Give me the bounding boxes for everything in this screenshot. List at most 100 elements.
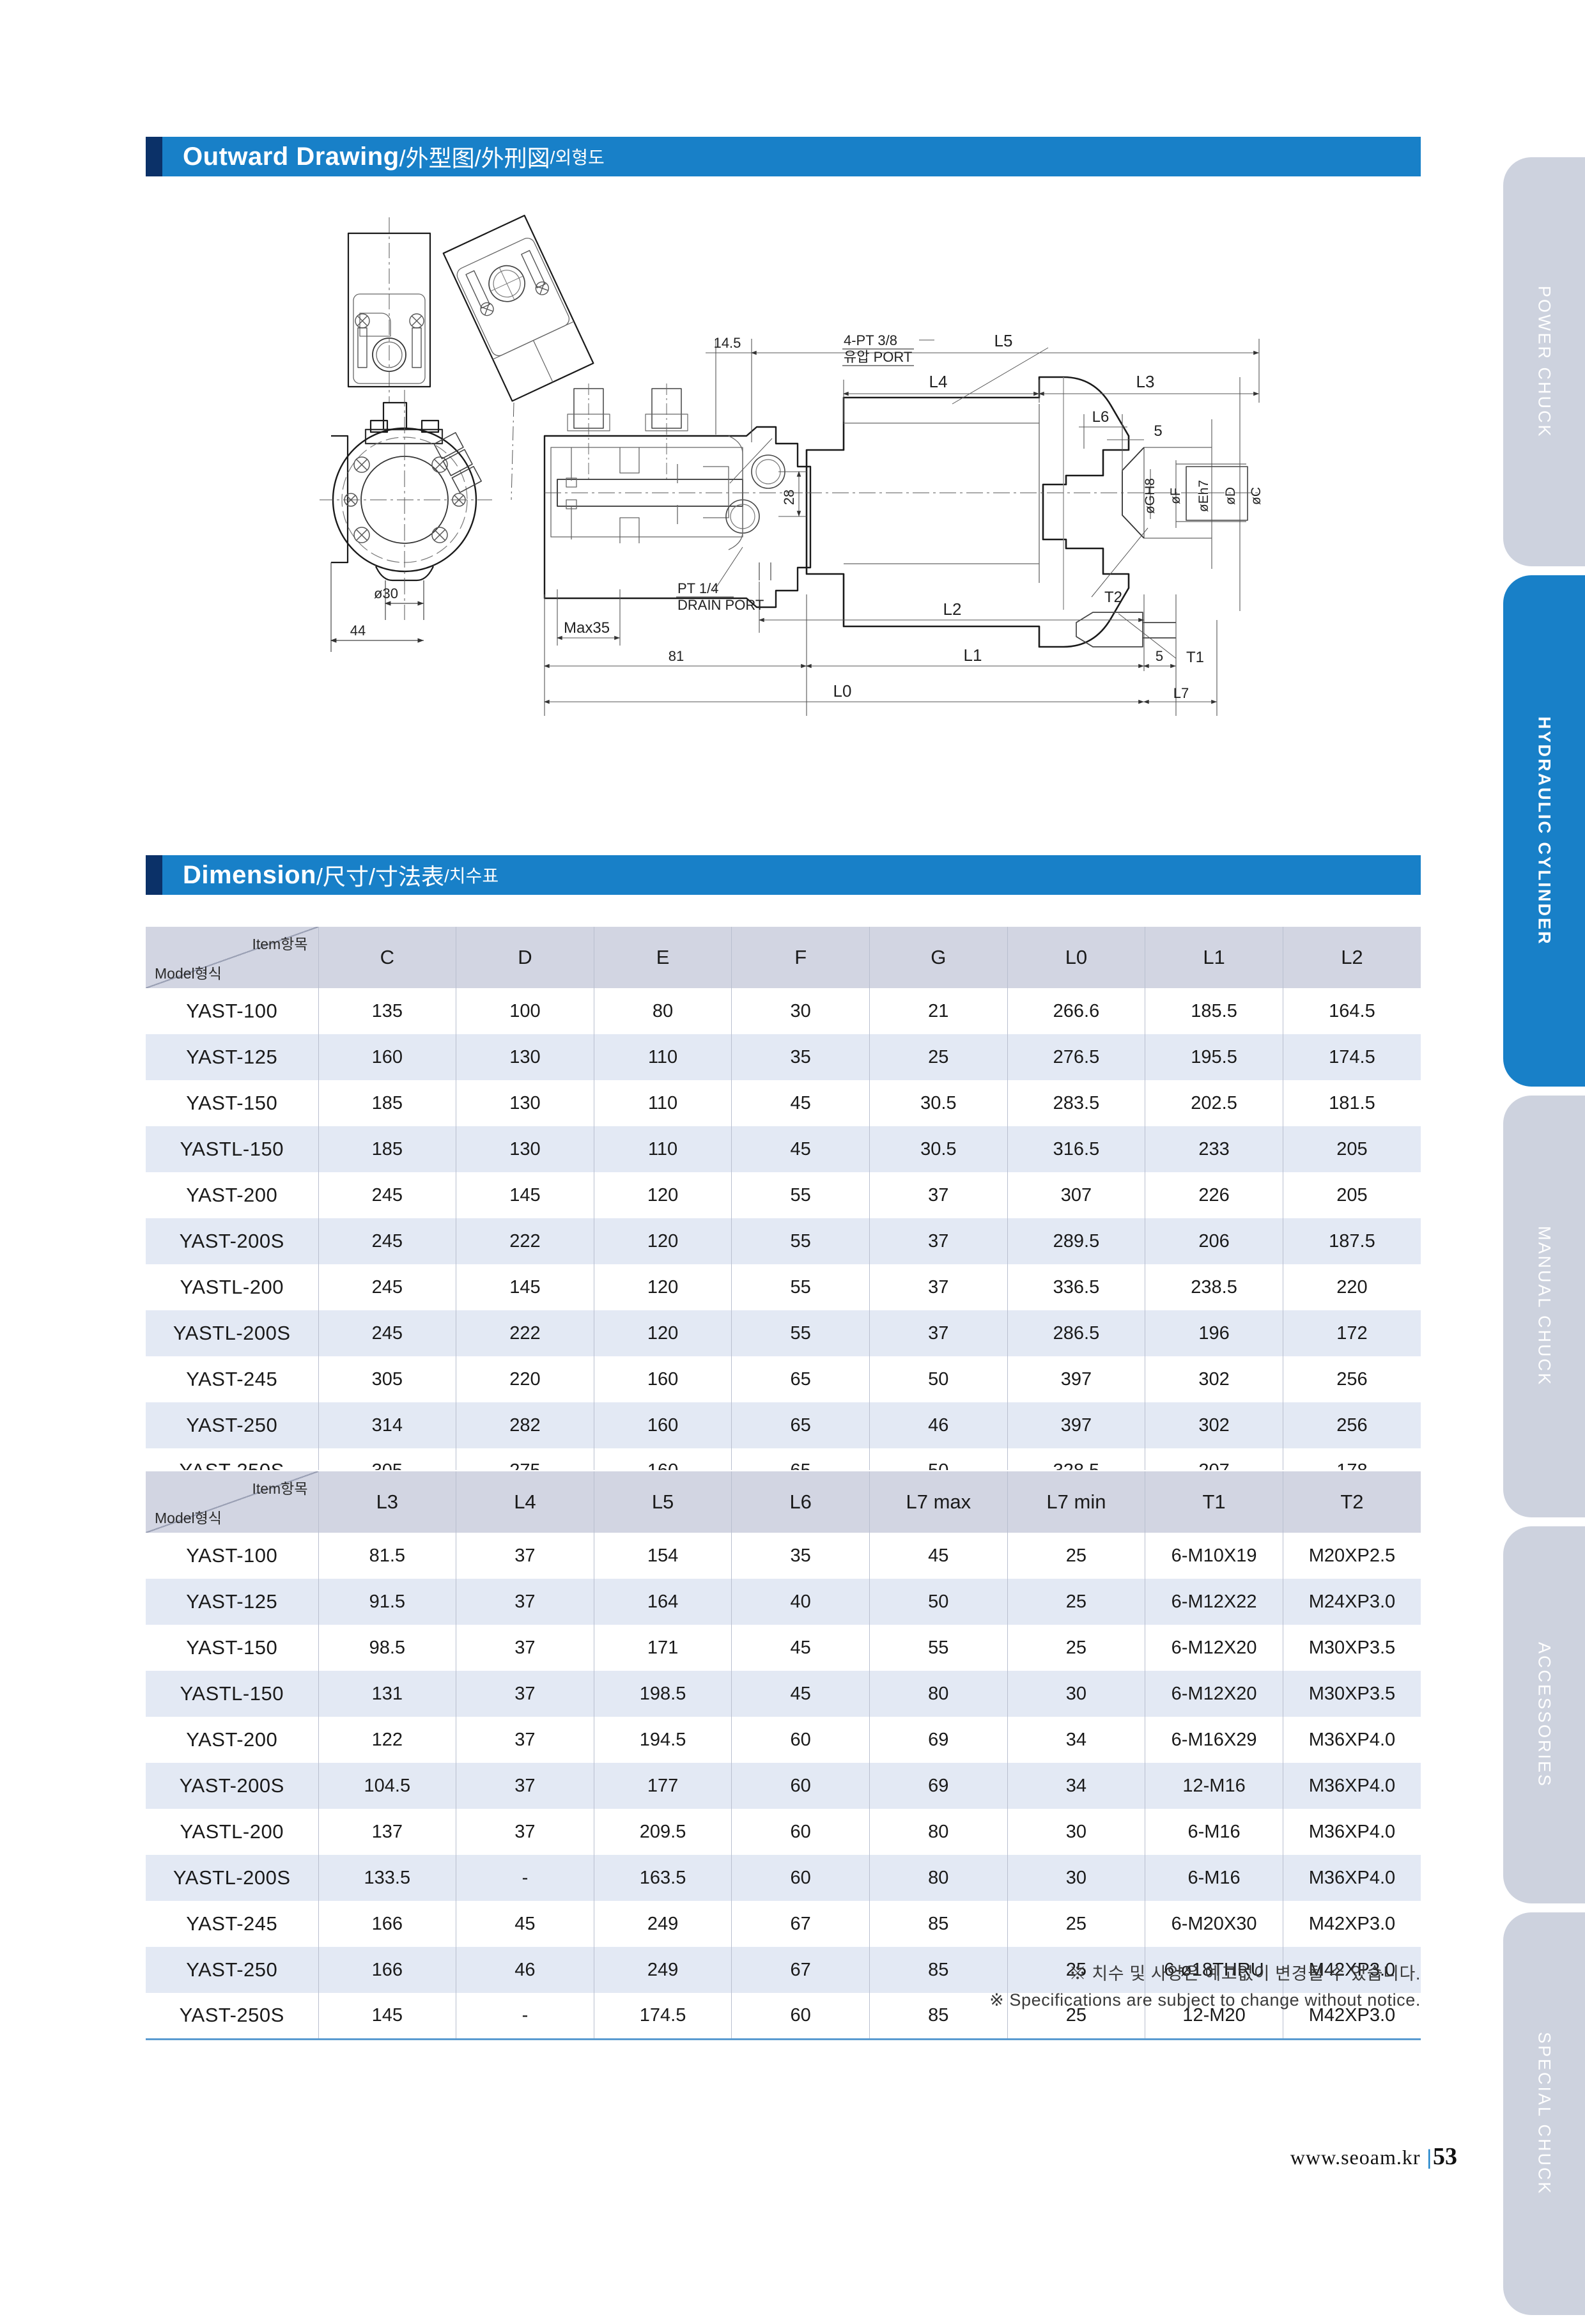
table-row: YAST-250S 145-174.5 60 85 25 12-M20 M42XP3.0 — [146, 1993, 1421, 2040]
cell-l5: 177 — [593, 1763, 732, 1809]
cell-t2: M42XP3.0 — [1282, 1993, 1421, 2040]
table-corner-cell: Item항목 Model형식 — [146, 1470, 319, 1533]
table-row: YAST-125 91.5 37 164 40 50 25 6-M12X22 M24XP3.0 — [146, 1579, 1421, 1625]
table-row: YAST-200S 104.5 37 177 60 69 34 12-M16 M36XP4.0 — [146, 1763, 1421, 1809]
cell-l6: 60 — [731, 1809, 870, 1855]
cell-t2: M42XP3.0 — [1282, 1947, 1421, 1993]
section-bar-body: Dimension /尺寸 /寸法表 /치수표 — [162, 855, 1421, 895]
cell-g: 37 — [869, 1310, 1008, 1356]
drawing-label-drain-port-top: PT 1/4 — [677, 580, 718, 596]
cell-model: YASTL-150 — [146, 1671, 319, 1717]
cell-c: 305 — [318, 1356, 457, 1402]
cell-g: 37 — [869, 1264, 1008, 1310]
corner-label-item: Item항목 — [252, 1480, 308, 1497]
cell-l2: 174.5 — [1282, 1034, 1421, 1080]
cell-model: YAST-245 — [146, 1356, 319, 1402]
cell-d: 130 — [456, 1126, 594, 1172]
section-bar-body: Outward Drawing /外型图 /外刑図 /외형도 — [162, 137, 1421, 176]
cell-l7-min: 34 — [1007, 1717, 1146, 1763]
cell-l0: 266.6 — [1007, 988, 1146, 1034]
cell-l5: 163.5 — [593, 1855, 732, 1901]
cell-l7-max: 69 — [869, 1717, 1008, 1763]
category-tab-rail: POWER CHUCK HYDRAULIC CYLINDER MANUAL CHUC… — [1503, 157, 1585, 2324]
cell-l2: 205 — [1282, 1126, 1421, 1172]
cell-model: YAST-100 — [146, 988, 319, 1034]
cell-l0: 276.5 — [1007, 1034, 1146, 1080]
cell-l5: 198.5 — [593, 1671, 732, 1717]
cell-model: YAST-125 — [146, 1034, 319, 1080]
side-tab-hydraulic-cylinder[interactable]: HYDRAULIC CYLINDER — [1503, 575, 1585, 1087]
drawing-label-5-lower: 5 — [1156, 648, 1163, 664]
cell-f: 55 — [731, 1264, 870, 1310]
table-row: YAST-100 81.5 37 154 35 45 25 6-M10X19 M20XP2.5 — [146, 1533, 1421, 1579]
cell-l7-min: 30 — [1007, 1809, 1146, 1855]
cell-l3: 166 — [318, 1947, 457, 1993]
cell-l3: 98.5 — [318, 1625, 457, 1671]
cell-f: 65 — [731, 1356, 870, 1402]
table-row: YAST-250 166 46 249 67 85 25 6-ø18THRU M42XP3.0 — [146, 1947, 1421, 1993]
cell-model: YAST-150 — [146, 1625, 319, 1671]
table-row: YAST-150 185 130 110 45 30.5 283.5 202.5 181.5 — [146, 1080, 1421, 1126]
cell-l0: 283.5 — [1007, 1080, 1146, 1126]
cell-t2: M30XP3.5 — [1282, 1671, 1421, 1717]
table-row: YAST-250 314 282 160 65 46 397 302 256 — [146, 1402, 1421, 1448]
table-row: YASTL-150 131 37 198.5 45 80 30 6-M12X20 M30XP3.… — [146, 1671, 1421, 1717]
cell-f: 45 — [731, 1080, 870, 1126]
cell-e: 120 — [593, 1310, 732, 1356]
cell-f: 55 — [731, 1310, 870, 1356]
drawing-label-dC: øC — [1249, 487, 1264, 505]
column-header-l5: L5 — [593, 1470, 732, 1533]
cell-l1: 195.5 — [1145, 1034, 1283, 1080]
column-header-d: D — [456, 926, 594, 988]
cell-c: 135 — [318, 988, 457, 1034]
cell-l0: 307 — [1007, 1172, 1146, 1218]
table-header-row: Item항목 Model형식 L3 L4 L5 L6 L7 max L7 min… — [146, 1470, 1421, 1533]
side-tab-power-chuck[interactable]: POWER CHUCK — [1503, 157, 1585, 566]
cell-l7-max: 85 — [869, 1947, 1008, 1993]
cell-l5: 154 — [593, 1533, 732, 1579]
section-title-en: Outward Drawing — [183, 142, 399, 171]
cell-model: YAST-250 — [146, 1402, 319, 1448]
section-accent-block — [146, 137, 162, 176]
cell-g: 25 — [869, 1034, 1008, 1080]
side-tab-manual-chuck[interactable]: MANUAL CHUCK — [1503, 1096, 1585, 1517]
cell-l6: 60 — [731, 1763, 870, 1809]
table-header-row: Item항목 Model형식 C D E F G L0 L1 L2 — [146, 926, 1421, 988]
cell-l0: 289.5 — [1007, 1218, 1146, 1264]
side-tab-special-chuck[interactable]: SPECIAL CHUCK — [1503, 1912, 1585, 2315]
cell-t1: 12-M20 — [1145, 1993, 1283, 2040]
cell-l1: 226 — [1145, 1172, 1283, 1218]
column-header-l2: L2 — [1282, 926, 1421, 988]
cell-t2: M36XP4.0 — [1282, 1717, 1421, 1763]
cell-l0: 286.5 — [1007, 1310, 1146, 1356]
cell-l6: 60 — [731, 1717, 870, 1763]
dimension-table-secondary: Item항목 Model형식 L3 L4 L5 L6 L7 max L7 min… — [146, 1470, 1421, 2040]
cell-l4: 37 — [456, 1533, 594, 1579]
cell-t2: M24XP3.0 — [1282, 1579, 1421, 1625]
cell-l6: 60 — [731, 1855, 870, 1901]
section-title-cn-simplified: /外型图 — [399, 145, 475, 171]
cell-t1: 6-M12X22 — [1145, 1579, 1283, 1625]
table-row: YAST-200 122 37 194.5 60 69 34 6-M16X29 M36XP4.0 — [146, 1717, 1421, 1763]
cell-l4: 45 — [456, 1901, 594, 1947]
table-row: YAST-100 135 100 80 30 21 266.6 185.5 164.5 — [146, 988, 1421, 1034]
drawing-label-14-5: 14.5 — [714, 335, 741, 351]
side-tab-accessories[interactable]: ACCESSORIES — [1503, 1526, 1585, 1903]
cell-l7-min: 25 — [1007, 1901, 1146, 1947]
drawing-label-L7: L7 — [1173, 685, 1189, 701]
cell-l7-max: 85 — [869, 1901, 1008, 1947]
table-row: YASTL-200 137 37 209.5 60 80 30 6-M16 M36XP4.0 — [146, 1809, 1421, 1855]
section-title-ko: /치수표 — [444, 866, 499, 886]
cell-e: 160 — [593, 1356, 732, 1402]
table-body: YAST-100 81.5 37 154 35 45 25 6-M10X19 M20XP2.5 Y… — [146, 1533, 1421, 2040]
cell-l4: 37 — [456, 1671, 594, 1717]
column-header-e: E — [593, 926, 732, 988]
cell-d: 130 — [456, 1034, 594, 1080]
cell-model: YASTL-200 — [146, 1809, 319, 1855]
cell-model: YAST-150 — [146, 1080, 319, 1126]
cell-d: 100 — [456, 988, 594, 1034]
cell-f: 55 — [731, 1172, 870, 1218]
cell-t1: 6-M16X29 — [1145, 1717, 1283, 1763]
cell-model: YAST-245 — [146, 1901, 319, 1947]
column-header-l3: L3 — [318, 1470, 457, 1533]
